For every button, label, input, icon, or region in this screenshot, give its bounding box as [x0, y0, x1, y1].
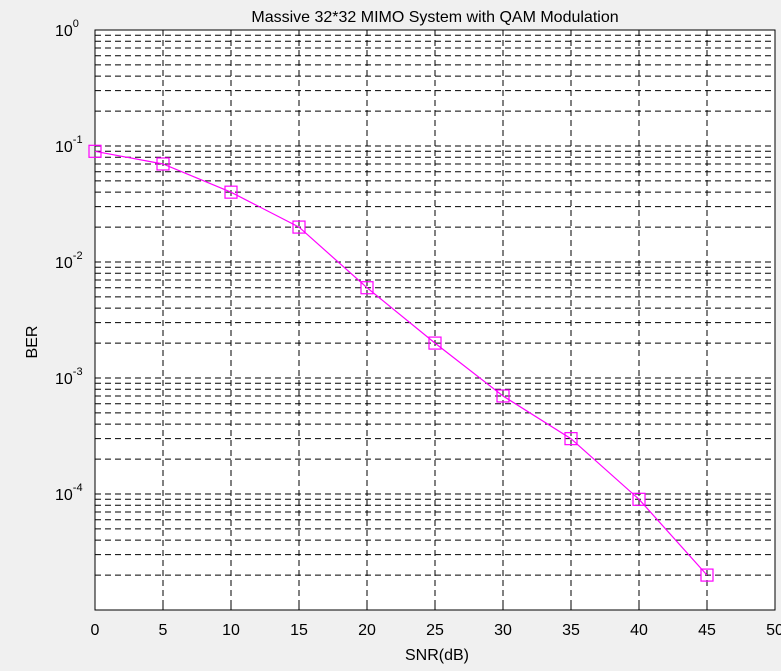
y-tick-label: 10-1 — [55, 134, 83, 156]
y-axis-label: BER — [24, 326, 41, 359]
x-tick-label: 20 — [358, 622, 376, 639]
x-tick-label: 50 — [766, 622, 781, 639]
x-tick-label: 25 — [426, 622, 444, 639]
x-tick-label: 30 — [494, 622, 512, 639]
y-tick-label: 100 — [55, 18, 79, 40]
x-tick-label: 40 — [630, 622, 648, 639]
ber-series-line — [94, 150, 708, 576]
x-tick-label: 35 — [562, 622, 580, 639]
x-tick-label: 15 — [290, 622, 308, 639]
ber-data-point — [360, 281, 374, 295]
ber-data-point — [496, 389, 510, 403]
x-tick-label: 45 — [698, 622, 716, 639]
grid — [95, 30, 775, 610]
x-tick-label: 0 — [91, 622, 100, 639]
ber-data-point — [156, 157, 170, 171]
x-axis: 0 5 10 15 20 25 30 35 40 45 50 — [91, 30, 781, 639]
ber-data-point — [224, 185, 238, 199]
x-tick-label: 5 — [159, 622, 168, 639]
y-tick-label: 10-3 — [55, 366, 83, 388]
x-axis-label: SNR(dB) — [405, 647, 469, 664]
y-axis: 100 10-1 10-2 10-3 10-4 — [55, 18, 101, 504]
ber-data-point — [564, 432, 578, 446]
ber-data-point — [88, 144, 102, 158]
series — [88, 144, 714, 582]
y-tick-label: 10-2 — [55, 250, 83, 272]
ber-data-point — [700, 568, 714, 582]
chart-title: Massive 32*32 MIMO System with QAM Modul… — [251, 9, 618, 26]
ber-data-point — [428, 336, 442, 350]
ber-data-point — [292, 220, 306, 234]
x-tick-label: 10 — [222, 622, 240, 639]
y-tick-label: 10-4 — [55, 482, 83, 504]
ber-data-point — [632, 492, 646, 506]
